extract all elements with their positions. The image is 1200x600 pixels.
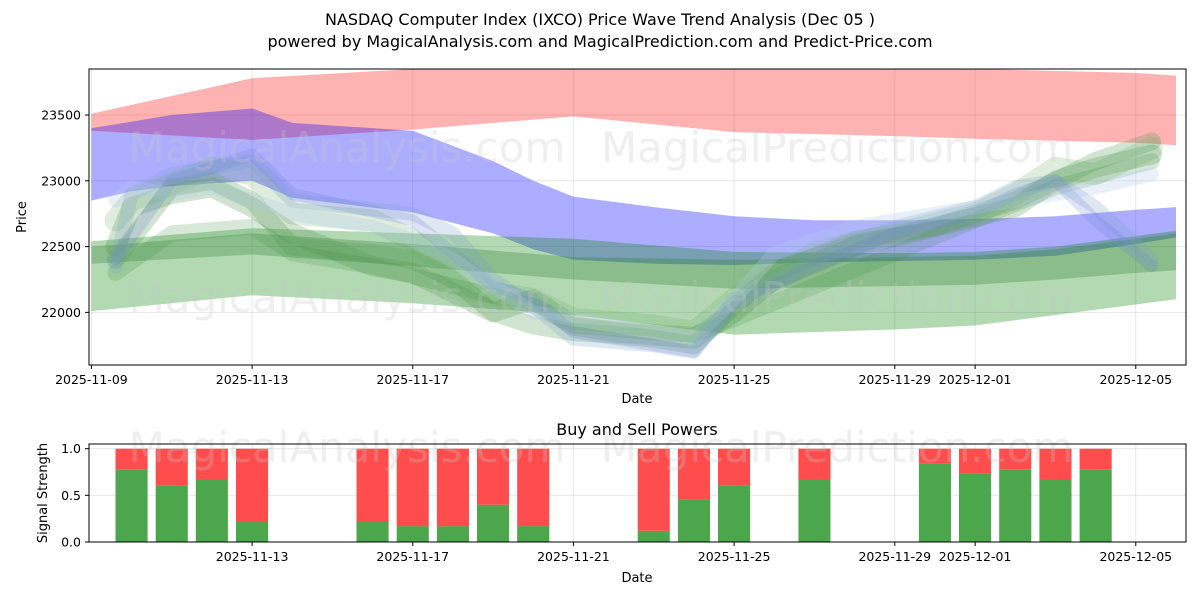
buy-bar bbox=[918, 463, 951, 542]
sell-bar bbox=[517, 448, 550, 527]
sell-bar bbox=[798, 448, 831, 480]
sell-bar bbox=[236, 448, 269, 522]
chart-title: NASDAQ Computer Index (IXCO) Price Wave … bbox=[325, 10, 875, 29]
main-x-tick-label: 2025-11-17 bbox=[376, 372, 449, 387]
wave-line-3 bbox=[104, 136, 1163, 344]
watermark-1: MagicalAnalysis.com bbox=[129, 123, 566, 172]
wave-line-5 bbox=[108, 154, 1159, 359]
green-lower-band bbox=[91, 228, 1176, 335]
main-bands bbox=[91, 69, 1176, 335]
wave-line-1 bbox=[106, 132, 1161, 355]
sell-bar bbox=[195, 448, 228, 480]
signal-x-tick-label: 2025-11-21 bbox=[537, 549, 610, 564]
watermark-5: MagicalAnalysis.com bbox=[129, 423, 566, 472]
sell-bar bbox=[1079, 448, 1112, 470]
sell-bar bbox=[155, 448, 188, 486]
watermark-3: MagicalAnalysis.com bbox=[129, 273, 566, 322]
signal-y-tick-label: 1.0 bbox=[61, 441, 81, 456]
main-x-tick-label: 2025-11-25 bbox=[698, 372, 771, 387]
watermark-4: MagicalPrediction.com bbox=[601, 273, 1074, 322]
buy-bar bbox=[115, 469, 148, 542]
signal-plot: Buy and Sell Powers MagicalAnalysis.com … bbox=[36, 420, 1187, 586]
main-plot: MagicalAnalysis.com MagicalPrediction.co… bbox=[15, 68, 1187, 407]
watermark-2: MagicalPrediction.com bbox=[601, 123, 1074, 172]
buy-bar bbox=[1039, 479, 1072, 542]
sell-bar bbox=[477, 448, 510, 505]
sell-bar bbox=[918, 448, 951, 464]
sell-bar bbox=[637, 448, 670, 531]
buy-bar bbox=[517, 526, 550, 542]
main-x-tick-label: 2025-11-09 bbox=[55, 372, 128, 387]
signal-x-tick-label: 2025-12-05 bbox=[1099, 549, 1172, 564]
main-y-tick-label: 23000 bbox=[41, 173, 81, 188]
buy-bar bbox=[477, 504, 510, 542]
sell-bar bbox=[396, 448, 429, 527]
signal-axes: 2025-11-13 2025-11-17 2025-11-21 2025-11-25… bbox=[61, 441, 1172, 564]
main-y-tick-label: 23500 bbox=[41, 108, 81, 123]
main-waves bbox=[104, 132, 1163, 359]
buy-bar bbox=[436, 526, 469, 542]
sell-bar bbox=[115, 448, 148, 470]
signal-y-tick-label: 0.5 bbox=[61, 488, 81, 503]
sell-bar bbox=[1039, 448, 1072, 480]
signal-x-axis-label: Date bbox=[621, 571, 652, 586]
main-grid bbox=[89, 69, 1186, 365]
buy-bar bbox=[396, 526, 429, 542]
signal-y-axis-label: Signal Strength bbox=[36, 443, 51, 543]
buy-bar bbox=[959, 473, 992, 542]
main-watermarks: MagicalAnalysis.com MagicalPrediction.co… bbox=[129, 123, 1074, 322]
buy-bar bbox=[155, 485, 188, 542]
main-x-tick-label: 2025-11-13 bbox=[216, 372, 289, 387]
signal-x-tick-label: 2025-11-17 bbox=[376, 549, 449, 564]
buy-bar bbox=[798, 479, 831, 542]
main-x-tick-label: 2025-12-01 bbox=[939, 372, 1012, 387]
main-y-tick-label: 22500 bbox=[41, 239, 81, 254]
main-x-tick-label: 2025-11-29 bbox=[858, 372, 931, 387]
buy-bar bbox=[195, 479, 228, 542]
buy-bar bbox=[677, 499, 710, 542]
wave-line-4 bbox=[107, 153, 1160, 343]
main-plot-frame bbox=[88, 68, 1187, 366]
blue-band bbox=[91, 108, 1176, 265]
main-y-tick-label: 22000 bbox=[41, 305, 81, 320]
sell-bar bbox=[959, 448, 992, 474]
main-axes: 2025-11-09 2025-11-13 2025-11-17 2025-11-21… bbox=[41, 108, 1172, 387]
sell-bar bbox=[436, 448, 469, 527]
signal-bars bbox=[115, 448, 1112, 542]
dark-green-band bbox=[91, 233, 1176, 289]
main-x-tick-label: 2025-12-05 bbox=[1099, 372, 1172, 387]
signal-chart-title: Buy and Sell Powers bbox=[556, 420, 718, 439]
signal-x-tick-label: 2025-11-29 bbox=[858, 549, 931, 564]
signal-watermarks: MagicalAnalysis.com MagicalPrediction.co… bbox=[129, 423, 1074, 472]
buy-bar bbox=[1079, 469, 1112, 542]
sell-bar bbox=[356, 448, 389, 522]
buy-bar bbox=[718, 485, 751, 542]
red-upper-band bbox=[91, 69, 1176, 146]
signal-plot-frame bbox=[88, 443, 1187, 543]
buy-bar bbox=[236, 521, 269, 542]
signal-y-tick-label: 0.0 bbox=[61, 535, 81, 550]
buy-bar bbox=[999, 469, 1032, 542]
main-y-axis-label: Price bbox=[15, 201, 30, 233]
sell-bar bbox=[677, 448, 710, 500]
wave-line-7 bbox=[108, 167, 1159, 346]
sell-bar bbox=[718, 448, 751, 486]
sell-bar bbox=[999, 448, 1032, 470]
buy-bar bbox=[637, 530, 670, 542]
signal-x-tick-label: 2025-11-13 bbox=[216, 549, 289, 564]
wave-line-6 bbox=[109, 148, 1158, 358]
chart-subtitle: powered by MagicalAnalysis.com and Magic… bbox=[267, 32, 932, 51]
main-x-axis-label: Date bbox=[621, 392, 652, 407]
signal-x-tick-label: 2025-12-01 bbox=[939, 549, 1012, 564]
watermark-6: MagicalPrediction.com bbox=[601, 423, 1074, 472]
signal-x-tick-label: 2025-11-25 bbox=[698, 549, 771, 564]
main-x-tick-label: 2025-11-21 bbox=[537, 372, 610, 387]
buy-bar bbox=[356, 521, 389, 542]
wave-line-2 bbox=[105, 144, 1162, 349]
